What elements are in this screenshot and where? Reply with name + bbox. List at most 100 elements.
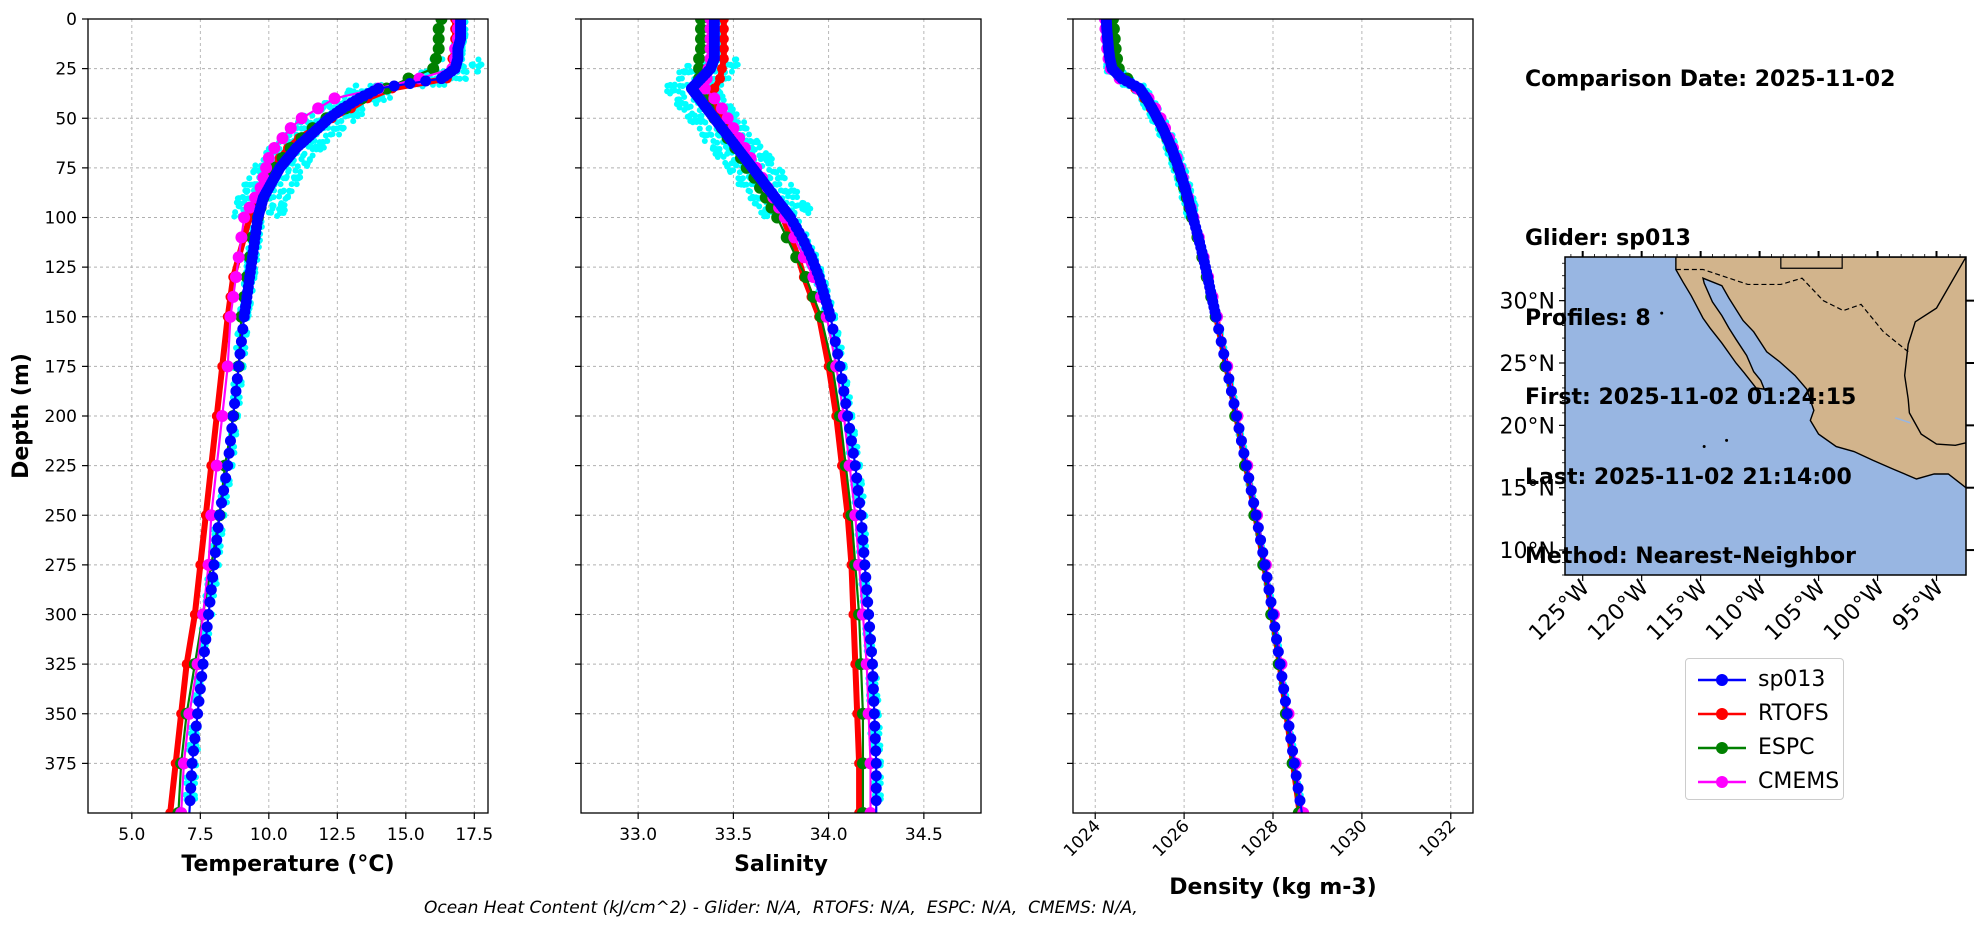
glider-profile-point — [236, 200, 243, 207]
point-sp013 — [866, 658, 878, 670]
point-sp013 — [825, 311, 837, 323]
map-river — [1895, 417, 1911, 424]
point-sp013 — [404, 78, 416, 90]
point-sp013 — [860, 571, 872, 583]
point-espc — [695, 19, 707, 25]
point-rtofs — [718, 53, 729, 64]
glider-profile-point — [350, 118, 357, 125]
map-lon-label: 95°W — [1888, 575, 1949, 636]
glider-profile-point — [462, 75, 469, 82]
point-sp013 — [852, 484, 864, 496]
glider-profile-point — [758, 209, 765, 216]
point-sp013 — [1243, 472, 1255, 484]
point-sp013 — [200, 633, 212, 645]
panel-3: 1024 1026 1028 1030 1032 Density (kg m-3) — [1060, 18, 1474, 900]
glider-profile-point — [733, 162, 740, 169]
x-tick-label: 34.5 — [905, 825, 943, 845]
point-cmems — [183, 707, 196, 720]
point-sp013 — [234, 348, 246, 360]
point-espc — [432, 32, 445, 45]
glider-profile-point — [699, 131, 706, 138]
y-tick-label: 300 — [45, 606, 77, 626]
point-sp013 — [870, 745, 882, 757]
point-sp013 — [1271, 633, 1283, 645]
point-sp013 — [1245, 484, 1257, 496]
x-axis-label: Density (kg m-3) — [1169, 875, 1377, 900]
map-island-guadalupe — [1660, 311, 1664, 315]
map-lat-label: 10°N — [1500, 539, 1555, 564]
glider-profile-point — [460, 63, 467, 70]
glider-profile-point — [705, 125, 712, 132]
glider-profile-point — [731, 56, 738, 63]
glider-profile-point — [274, 213, 281, 220]
point-sp013 — [1267, 609, 1279, 620]
glider-profile-point — [752, 139, 759, 146]
map-lat-label: 30°N — [1500, 290, 1555, 315]
glider-profile-point — [729, 63, 736, 70]
glider-profile-point — [309, 152, 316, 159]
point-sp013 — [197, 658, 209, 670]
glider-profile-point — [776, 166, 783, 173]
comparison-info: Comparison Date: 2025-11-02 Glider: sp01… — [1525, 14, 1895, 597]
point-sp013 — [1220, 360, 1232, 372]
glider-profile-point — [463, 19, 465, 20]
point-sp013 — [1228, 398, 1240, 410]
x-tick-label: 15.0 — [387, 825, 425, 845]
glider-profile-point — [387, 94, 394, 101]
point-sp013 — [211, 534, 223, 546]
glider-profile-point — [679, 83, 686, 90]
point-rtofs — [715, 73, 726, 84]
glider-profile-point — [336, 131, 343, 138]
point-cmems — [276, 132, 289, 145]
glider-profile-point — [800, 200, 807, 207]
map-border-us-mexico — [1675, 268, 1909, 353]
glider-profile-point — [286, 188, 293, 195]
y-tick-label: 50 — [55, 109, 77, 129]
glider-profile-point — [293, 181, 300, 188]
glider-profile-point — [453, 75, 460, 82]
glider-profile-point — [291, 175, 298, 182]
x-axis: 5.0 7.5 10.0 12.5 15.0 17.5 — [118, 813, 493, 845]
point-sp013 — [1238, 447, 1250, 459]
point-sp013 — [226, 422, 238, 434]
info-line-date: Comparison Date: 2025-11-02 — [1525, 67, 1896, 92]
glider-profile-point — [246, 181, 253, 188]
point-sp013 — [1252, 522, 1264, 534]
glider-profile-point — [684, 113, 691, 120]
glider-profile-point — [340, 124, 347, 131]
glider-profile-point — [252, 162, 259, 169]
map-frame — [1564, 256, 1967, 576]
point-sp013 — [869, 733, 881, 745]
glider-profile-point — [682, 68, 689, 75]
glider-profile-point — [725, 75, 732, 82]
glider-profile-point — [267, 209, 274, 216]
point-sp013 — [865, 633, 877, 645]
glider-profile-point — [701, 137, 708, 144]
glider-profile-point — [283, 173, 290, 180]
glider-profile-point — [702, 119, 709, 126]
glider-profile-point — [353, 82, 360, 89]
point-sp013 — [1223, 373, 1235, 385]
glider-profile-point — [762, 150, 769, 157]
glider-profile-point — [1104, 19, 1106, 20]
glider-profile-point — [270, 202, 277, 209]
x-tick-label: 17.5 — [455, 825, 493, 845]
point-sp013 — [863, 609, 875, 620]
glider-profile-point — [756, 152, 763, 159]
point-cmems — [238, 211, 251, 224]
glider-profile-point — [743, 181, 750, 188]
legend-item-cmems: CMEMS — [1694, 767, 1844, 797]
point-sp013 — [224, 435, 236, 447]
glider-profile-point — [689, 110, 696, 117]
glider-profile-point — [316, 144, 323, 151]
point-sp013 — [1235, 435, 1247, 447]
map-land-mexico — [1675, 257, 1966, 489]
glider-profile-point — [763, 157, 770, 164]
point-espc — [427, 62, 440, 75]
glider-profile-point — [235, 195, 242, 202]
point-sp013 — [185, 782, 197, 794]
point-espc — [695, 22, 707, 35]
y-tick-label: 175 — [45, 357, 77, 377]
glider-profile-point — [297, 168, 304, 175]
point-sp013 — [1292, 782, 1304, 794]
